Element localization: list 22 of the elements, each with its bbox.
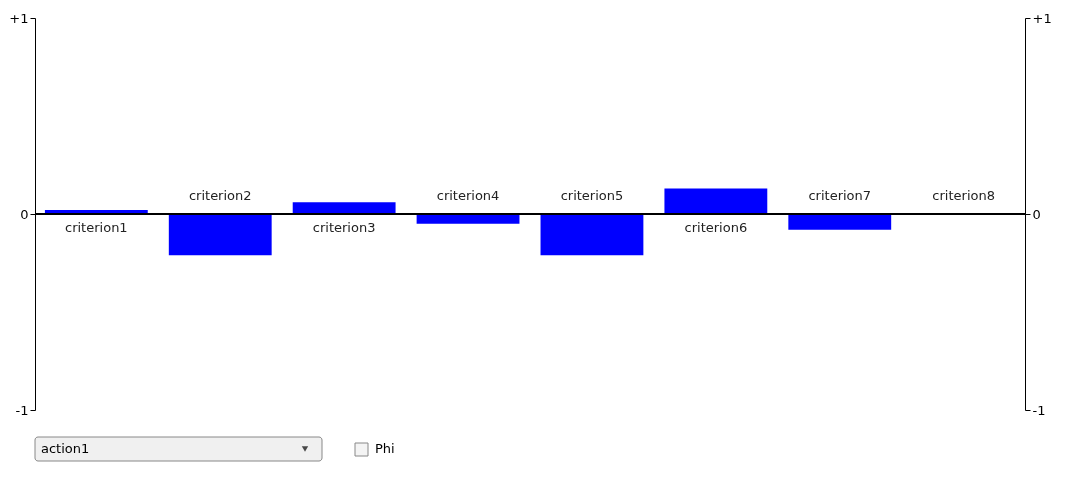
y2-tick-label: -1 bbox=[1032, 402, 1046, 418]
x-tick-label: criterion1 bbox=[65, 220, 128, 235]
text: Phi bbox=[375, 441, 395, 456]
y-tick-label: 0 bbox=[20, 206, 29, 222]
x-tick-label: criterion3 bbox=[312, 220, 376, 235]
bar bbox=[664, 188, 768, 214]
x-tick-label: criterion6 bbox=[684, 220, 748, 235]
y-tick-label: -1 bbox=[15, 402, 29, 418]
text: action1 bbox=[41, 441, 90, 456]
bar bbox=[540, 214, 644, 256]
y-tick-label: +1 bbox=[9, 10, 29, 26]
x-tick-label: criterion7 bbox=[808, 188, 872, 203]
bar bbox=[416, 214, 520, 224]
x-tick-label: criterion8 bbox=[932, 188, 995, 203]
bar bbox=[168, 214, 272, 256]
x-tick-label: criterion5 bbox=[560, 188, 624, 203]
x-tick-label: criterion4 bbox=[436, 188, 500, 203]
bar bbox=[292, 202, 396, 214]
bar bbox=[788, 214, 892, 230]
x-tick-label: criterion2 bbox=[188, 188, 252, 203]
y2-tick-label: 0 bbox=[1032, 206, 1041, 222]
y2-tick-label: +1 bbox=[1032, 10, 1052, 26]
